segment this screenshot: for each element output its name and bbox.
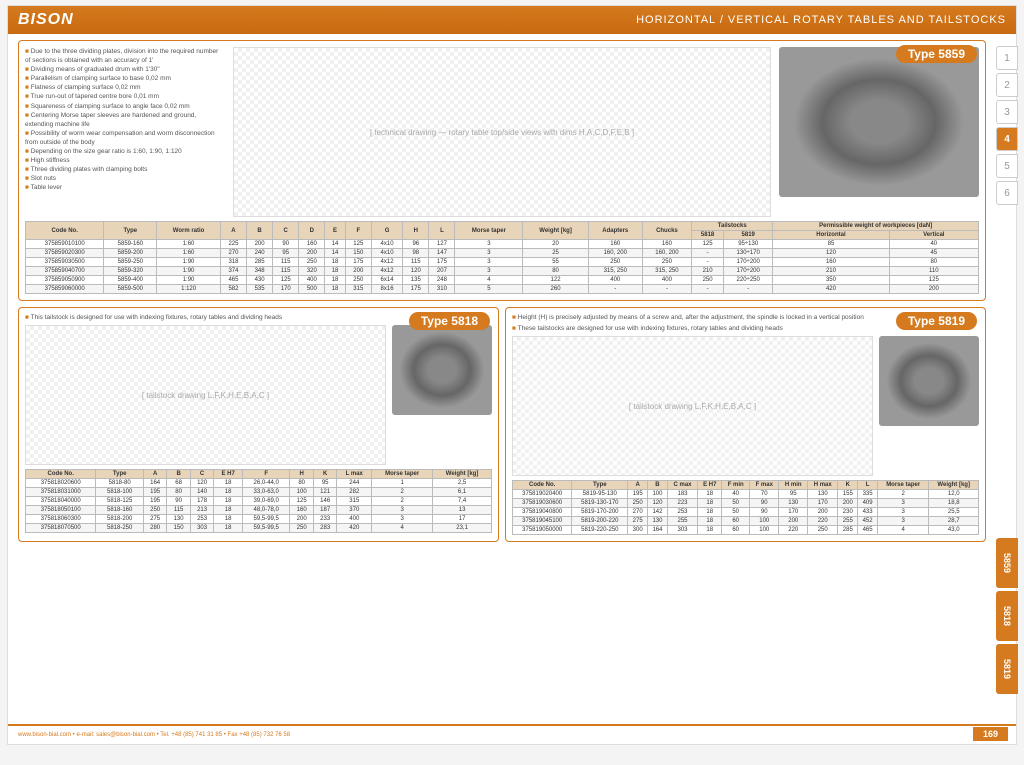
page-header: BISON HORIZONTAL / VERTICAL ROTARY TABLE… xyxy=(8,6,1016,34)
feature-item: High stiffness xyxy=(25,156,225,165)
table-row: 3758190204005819-95-13019510018318407095… xyxy=(513,490,979,499)
nav-tab-2[interactable]: 2 xyxy=(996,73,1018,97)
technical-drawing-5818: [ tailstock drawing L,F,K,H,E,B,A,C ] xyxy=(25,325,386,465)
feature-item: Parallelism of clamping surface to base … xyxy=(25,74,225,83)
feature-item: Table lever xyxy=(25,183,225,192)
table-row: 3758590600005859-5001:120582535170500183… xyxy=(26,285,979,294)
nav-tab-6[interactable]: 6 xyxy=(996,181,1018,205)
table-row: 3758590101005859-1601:602252009016014125… xyxy=(26,240,979,249)
technical-drawing-5819: [ tailstock drawing L,F,K,H,E,B,A,C ] xyxy=(512,336,873,476)
table-row: 3758590305005859-2501:903182851152501817… xyxy=(26,258,979,267)
page-title: HORIZONTAL / VERTICAL ROTARY TABLES AND … xyxy=(636,14,1006,26)
section-5819: Type 5819 Height (H) is precisely adjust… xyxy=(505,307,986,542)
table-row: 3758180705005818-2502801503031859,5-99,5… xyxy=(26,524,492,533)
table-row: 3758590203005859-2001:602702409520014150… xyxy=(26,249,979,258)
table-row: 3758180400005818-125195901781839,0-69,01… xyxy=(26,497,492,506)
feature-item: True run-out of tapered centre bore 0,01… xyxy=(25,92,225,101)
table-row: 3758180310005818-100195801401833,0-63,01… xyxy=(26,488,492,497)
page-body: Type 5859 Due to the three dividing plat… xyxy=(8,34,1016,548)
feature-item: Centering Morse taper sleeves are harden… xyxy=(25,111,225,129)
table-row: 3758180501005818-1602501152131848,0-78,0… xyxy=(26,506,492,515)
feature-item: Due to the three dividing plates, divisi… xyxy=(25,47,225,65)
section-5859: Type 5859 Due to the three dividing plat… xyxy=(18,40,986,301)
nav-tab-1[interactable]: 1 xyxy=(996,46,1018,70)
technical-drawing-5859: [ technical drawing — rotary table top/s… xyxy=(233,47,771,217)
feature-item: Depending on the size gear ratio is 1:60… xyxy=(25,147,225,156)
type-badge-5818: Type 5818 xyxy=(409,312,490,330)
type-badge-5819: Type 5819 xyxy=(896,312,977,330)
brand-logo: BISON xyxy=(18,11,74,29)
feature-item: Dividing means of graduated drum with 1'… xyxy=(25,65,225,74)
vtab-5819[interactable]: 5819 xyxy=(996,644,1018,694)
table-row: 3758190408005819-170-2002701422531850901… xyxy=(513,508,979,517)
type-badge-5859: Type 5859 xyxy=(896,45,977,63)
page-number: 169 xyxy=(973,727,1008,741)
section-5818: Type 5818 This tailstock is designed for… xyxy=(18,307,499,542)
page-footer: www.bison-bial.com • e-mail: sales@bison… xyxy=(8,724,1016,744)
footer-contact: www.bison-bial.com • e-mail: sales@bison… xyxy=(18,732,290,738)
vtab-5859[interactable]: 5859 xyxy=(996,538,1018,588)
product-photo-5859 xyxy=(779,47,979,197)
product-photo-5818 xyxy=(392,325,492,415)
section-tabs: 1 2 3 4 5 6 xyxy=(996,46,1018,205)
type-tabs: 5859 5818 5819 xyxy=(996,538,1018,694)
vtab-5818[interactable]: 5818 xyxy=(996,591,1018,641)
table-row: 3758180206005818-80164681201826,0-44,080… xyxy=(26,479,492,488)
table-row: 3758190306005819-130-1702501202231850901… xyxy=(513,499,979,508)
feature-item: Slot nuts xyxy=(25,174,225,183)
product-photo-5819 xyxy=(879,336,979,426)
feature-item: Possibility of worm wear compensation an… xyxy=(25,129,225,147)
nav-tab-5[interactable]: 5 xyxy=(996,154,1018,178)
feature-item: Squareness of clamping surface to angle … xyxy=(25,102,225,111)
table-row: 3758190500005819-220-2503001643031860100… xyxy=(513,526,979,535)
spec-table-5819: Code No.TypeABC maxE H7F minF maxH minH … xyxy=(512,480,979,535)
table-row: 3758590407005859-3201:903743481153201820… xyxy=(26,267,979,276)
catalog-page: BISON HORIZONTAL / VERTICAL ROTARY TABLE… xyxy=(7,5,1017,745)
spec-table-5818: Code No.TypeABCE H7FHKL maxMorse taperWe… xyxy=(25,469,492,533)
feature-item: Flatness of clamping surface 0,02 mm xyxy=(25,83,225,92)
nav-tab-4[interactable]: 4 xyxy=(996,127,1018,151)
table-row: 3758180603005818-2002751302531859,5-99,5… xyxy=(26,515,492,524)
nav-tab-3[interactable]: 3 xyxy=(996,100,1018,124)
feature-item: Three dividing plates with clamping bolt… xyxy=(25,165,225,174)
features-5859: Due to the three dividing plates, divisi… xyxy=(25,47,225,217)
table-row: 3758190451005819-200-2202751302551860100… xyxy=(513,517,979,526)
spec-table-5859: Code No.TypeWorm ratioABCDEFGHLMorse tap… xyxy=(25,221,979,294)
table-row: 3758590509005859-4001:904654301254001825… xyxy=(26,276,979,285)
